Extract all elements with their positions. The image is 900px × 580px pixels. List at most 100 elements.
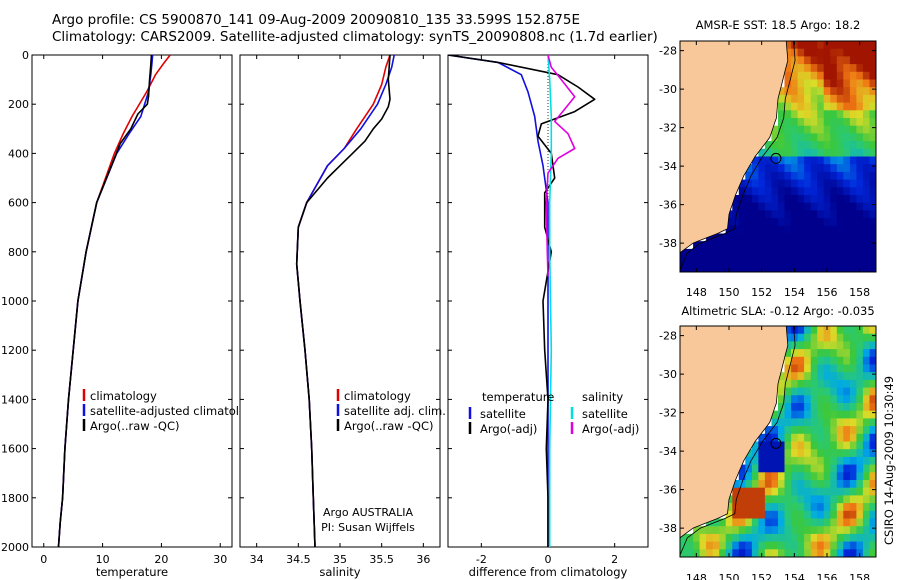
field-cell: [784, 195, 792, 204]
field-cell: [745, 225, 753, 235]
field-cell: [785, 272, 792, 280]
field-cell: [725, 233, 733, 242]
field-cell: [738, 225, 746, 235]
field-cell: [830, 333, 838, 342]
field-cell: [862, 171, 870, 181]
field-cell: [836, 148, 844, 158]
field-cell: [751, 202, 759, 211]
field-cell: [791, 379, 799, 389]
field-cell: [810, 541, 818, 550]
field-cell: [849, 133, 857, 142]
field-cell: [778, 125, 786, 134]
field-cell: [870, 272, 877, 280]
field-cell: [751, 495, 759, 504]
field-cell: [797, 464, 805, 473]
field-cell: [797, 41, 805, 50]
field-cell: [751, 464, 759, 473]
field-cell: [778, 241, 786, 250]
field-cell: [869, 264, 876, 272]
field-cell: [804, 533, 812, 543]
field-cell: [843, 156, 851, 165]
field-cell: [758, 233, 766, 242]
field-cell: [797, 395, 805, 404]
field-cell: [843, 410, 851, 419]
field-cell: [771, 218, 779, 227]
land: [680, 41, 789, 272]
field-cell: [856, 333, 864, 342]
field-cell: [817, 364, 825, 373]
field-cell: [817, 356, 825, 366]
field-cell: [856, 480, 864, 489]
field-cell: [862, 48, 870, 57]
field-cell: [784, 441, 792, 450]
field-cell: [797, 356, 805, 366]
field-cell: [758, 526, 766, 535]
field-cell: [758, 480, 766, 489]
salinity-xtick-label: 34: [250, 553, 264, 566]
field-cell: [869, 79, 876, 88]
field-cell: [680, 248, 688, 258]
field-cell: [797, 503, 805, 512]
field-cell: [791, 110, 799, 119]
field-cell: [849, 141, 857, 150]
field-cell: [778, 164, 786, 173]
field-cell: [732, 541, 740, 550]
field-cell: [791, 164, 799, 173]
field-cell: [856, 210, 864, 219]
field-cell: [830, 541, 838, 550]
field-cell: [771, 480, 779, 489]
field-cell: [869, 395, 876, 404]
field-cell: [791, 41, 799, 50]
depth-tick-label: 1400: [1, 393, 29, 406]
field-cell: [758, 464, 766, 473]
field-cell: [745, 241, 753, 250]
field-cell: [810, 403, 818, 412]
field-cell: [752, 272, 759, 280]
field-cell: [732, 526, 740, 535]
field-cell: [732, 480, 740, 489]
field-cell: [823, 526, 831, 535]
field-cell: [823, 533, 831, 543]
field-cell: [849, 218, 857, 227]
field-cell: [778, 195, 786, 204]
field-cell: [784, 171, 792, 181]
field-cell: [862, 333, 870, 342]
field-cell: [791, 225, 799, 235]
field-cell: [745, 472, 753, 481]
legend-label: satellite: [582, 407, 628, 421]
field-cell: [817, 503, 825, 512]
field-cell: [856, 110, 864, 119]
field-cell: [823, 472, 831, 481]
field-cell: [849, 426, 857, 435]
field-cell: [843, 503, 851, 512]
field-cell: [700, 557, 707, 565]
field-cell: [836, 441, 844, 450]
field-cell: [784, 156, 792, 165]
field-cell: [804, 187, 812, 196]
sla-map-xtick-label: 158: [849, 572, 870, 580]
field-cell: [732, 241, 740, 250]
field-cell: [804, 441, 812, 450]
field-cell: [726, 272, 733, 280]
field-cell: [830, 125, 838, 134]
field-cell: [784, 64, 792, 73]
field-cell: [680, 264, 688, 272]
field-cell: [732, 256, 740, 265]
field-cell: [751, 456, 759, 466]
field-cell: [830, 141, 838, 150]
field-cell: [810, 141, 818, 150]
field-cell: [824, 557, 831, 565]
field-cell: [778, 179, 786, 188]
field-cell: [764, 256, 772, 265]
field-cell: [849, 379, 857, 389]
field-cell: [843, 472, 851, 481]
field-cell: [752, 557, 759, 565]
field-cell: [784, 210, 792, 219]
field-cell: [869, 526, 876, 535]
field-cell: [771, 433, 779, 443]
field-cell: [856, 349, 864, 358]
field-cell: [797, 156, 805, 165]
field-cell: [862, 349, 870, 358]
field-cell: [732, 272, 739, 280]
field-cell: [823, 87, 831, 96]
